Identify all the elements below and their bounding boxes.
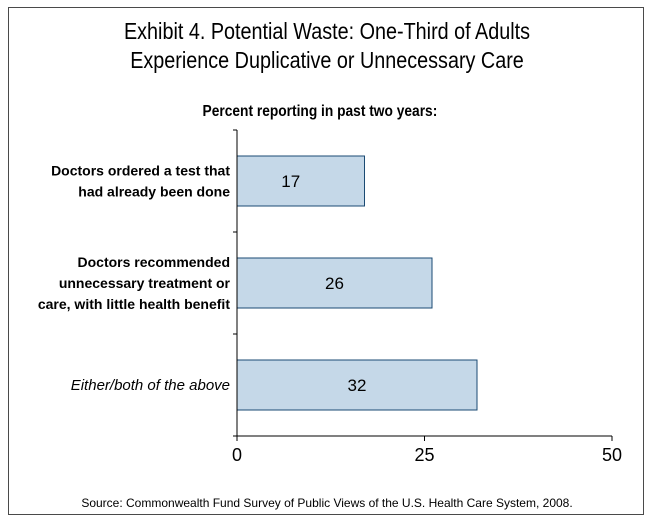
x-tick-label: 0 <box>232 445 242 465</box>
chart-subtitle: Percent reporting in past two years: <box>202 103 438 120</box>
x-tick-label: 25 <box>414 445 434 465</box>
chart-title-line-2: Experience Duplicative or Unnecessary Ca… <box>130 47 524 73</box>
exhibit-frame <box>8 7 644 515</box>
category-label: care, with little health benefit <box>38 296 230 312</box>
bar-value-label: 17 <box>281 172 300 191</box>
category-label: Doctors ordered a test that <box>51 163 230 179</box>
chart-title-line-1: Exhibit 4. Potential Waste: One-Third of… <box>123 18 531 44</box>
category-label: Doctors recommended <box>78 254 230 270</box>
x-tick-label: 50 <box>602 445 622 465</box>
bar <box>236 257 433 309</box>
category-label: unnecessary treatment or <box>59 275 231 291</box>
bar <box>236 359 478 411</box>
category-label: Either/both of the above <box>71 377 230 394</box>
bar-value-label: 32 <box>348 376 367 395</box>
source-note: Source: Commonwealth Fund Survey of Publ… <box>81 496 573 510</box>
category-label: had already been done <box>78 184 230 200</box>
bar <box>236 155 365 207</box>
bar-value-label: 26 <box>325 274 344 293</box>
